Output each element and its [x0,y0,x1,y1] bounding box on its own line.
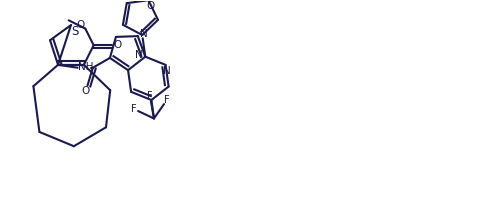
Text: S: S [71,24,79,38]
Text: N: N [140,29,148,39]
Text: NH: NH [78,62,93,72]
Text: O: O [76,20,85,30]
Text: N: N [163,66,170,76]
Text: F: F [147,91,153,101]
Text: O: O [146,1,154,11]
Text: F: F [164,95,170,105]
Text: O: O [113,40,122,50]
Text: O: O [81,85,90,95]
Text: N: N [135,50,143,60]
Text: F: F [131,104,136,114]
